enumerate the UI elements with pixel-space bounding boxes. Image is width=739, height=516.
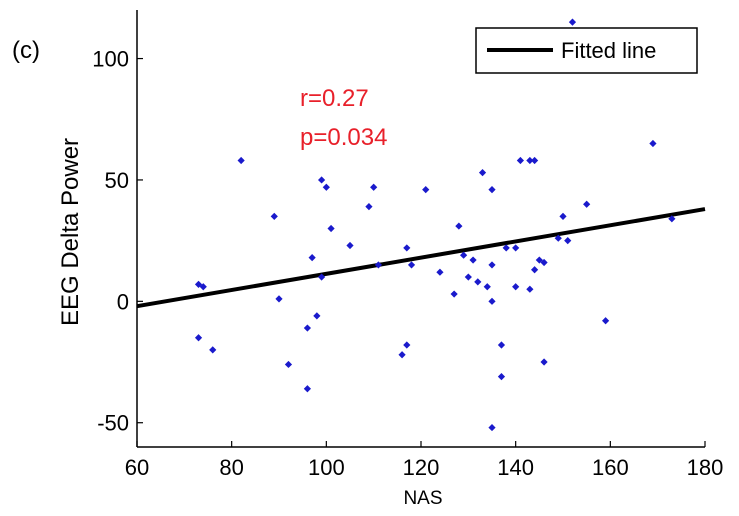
data-point — [512, 283, 520, 291]
x-tick-label: 60 — [125, 455, 149, 480]
data-point — [502, 244, 510, 252]
data-point — [554, 234, 562, 242]
data-point — [422, 186, 430, 194]
x-tick-label: 120 — [403, 455, 440, 480]
panel-label: (c) — [12, 37, 40, 64]
data-point — [526, 285, 534, 293]
data-point — [303, 385, 311, 393]
data-point — [403, 244, 411, 252]
data-point — [284, 360, 293, 369]
data-point — [602, 317, 610, 325]
data-point — [559, 212, 567, 220]
data-point — [526, 156, 534, 165]
plot-area: 60 80 100 120 140 160 180 -50 0 50 100 — [92, 10, 723, 480]
data-point — [531, 156, 539, 165]
data-point — [374, 261, 382, 269]
data-point — [483, 283, 491, 291]
x-tick-label: 140 — [497, 455, 534, 480]
data-point — [199, 283, 207, 291]
data-point — [209, 346, 217, 354]
data-point — [488, 261, 496, 269]
y-tick-label: 100 — [92, 47, 129, 72]
y-tick-label: 50 — [105, 168, 129, 193]
x-tick-label: 180 — [687, 455, 724, 480]
stats-annotation: r=0.27 p=0.034 — [300, 85, 387, 151]
data-point — [407, 261, 416, 269]
data-point — [460, 251, 468, 259]
data-point — [516, 156, 524, 165]
data-point — [450, 290, 458, 298]
data-point — [318, 273, 326, 281]
x-tick-label: 80 — [219, 455, 243, 480]
data-point — [308, 254, 316, 262]
y-tick-label: 0 — [117, 289, 129, 314]
legend: Fitted line — [475, 27, 698, 74]
data-point — [365, 203, 373, 211]
data-point — [436, 268, 444, 276]
data-point — [649, 139, 657, 148]
data-point — [478, 169, 487, 177]
data-point — [370, 183, 378, 191]
data-point — [194, 334, 203, 342]
data-point — [488, 423, 496, 432]
data-point — [568, 18, 577, 26]
data-point — [303, 324, 311, 332]
data-point — [497, 341, 506, 349]
x-axis-label: NAS — [403, 488, 442, 509]
x-tick-label: 160 — [592, 455, 629, 480]
data-point — [455, 222, 463, 230]
data-point — [488, 297, 496, 305]
data-point — [488, 186, 496, 194]
data-point — [583, 200, 591, 208]
data-point — [535, 256, 543, 264]
fitted-line — [136, 207, 706, 309]
data-point — [194, 280, 203, 288]
data-point — [313, 312, 321, 320]
data-point — [512, 244, 520, 252]
data-point — [464, 273, 472, 281]
x-tick-label: 100 — [308, 455, 345, 480]
data-point — [403, 341, 411, 349]
legend-label-fitted-line: Fitted line — [561, 38, 656, 63]
data-point — [540, 358, 548, 366]
data-point — [322, 183, 330, 191]
data-point — [668, 215, 676, 223]
y-tick-label: -50 — [97, 411, 129, 436]
y-axis-label: EEG Delta Power — [57, 138, 84, 326]
r-value-label: r=0.27 — [300, 85, 369, 112]
data-point — [318, 176, 326, 184]
data-point — [469, 256, 477, 264]
data-point — [398, 351, 406, 359]
data-point — [564, 237, 572, 245]
p-value-label: p=0.034 — [300, 124, 387, 151]
data-point — [270, 212, 278, 220]
data-point — [346, 241, 354, 250]
data-point — [237, 156, 245, 165]
data-point — [474, 278, 482, 286]
data-point — [540, 258, 548, 267]
data-point — [497, 372, 506, 381]
data-point — [531, 266, 539, 274]
data-point — [327, 224, 335, 233]
data-point — [275, 295, 283, 303]
